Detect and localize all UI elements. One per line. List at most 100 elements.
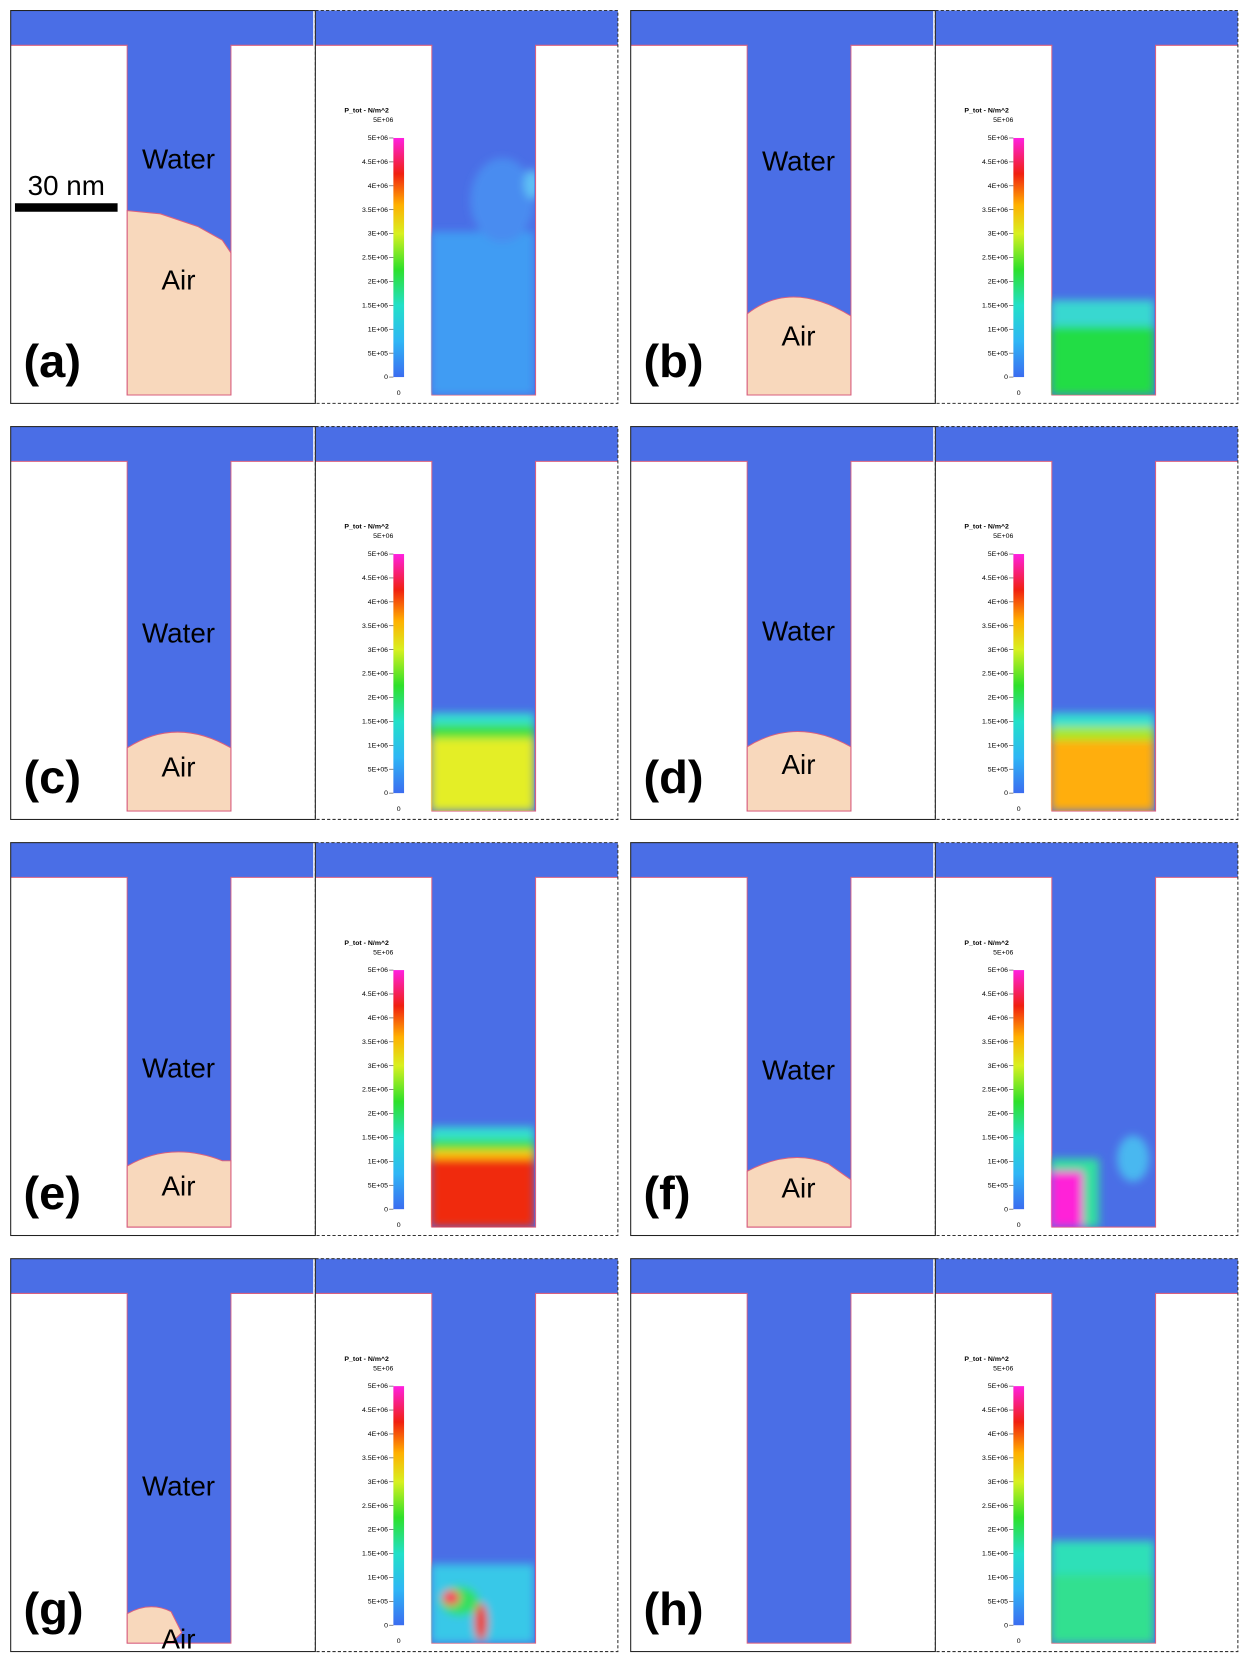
colorbar-max: 5E+06 [993,1365,1013,1372]
air-label: Air [162,1624,196,1655]
water-label: Water [762,1055,835,1086]
colorbar-tick-label: 4.5E+06 [362,991,388,998]
colorbar-tick-label: 2.5E+06 [982,255,1008,262]
colorbar [1013,970,1024,1209]
pressure-region [443,1590,460,1605]
water-top [935,843,1238,878]
colorbar-tick-label: 2E+06 [368,1527,388,1534]
water-label: Water [142,1053,215,1084]
colorbar-tick-label: 5E+05 [988,1598,1008,1605]
air-label: Air [162,265,196,296]
colorbar-tick-label: 0 [384,790,388,797]
colorbar-tick-label: 0 [1004,790,1008,797]
colorbar-max: 5E+06 [993,117,1013,124]
panel-label: (a) [24,335,81,387]
colorbar-tick-label: 1.5E+06 [982,1551,1008,1558]
water-top [631,11,934,46]
colorbar-tick-label: 4.5E+06 [982,1407,1008,1414]
colorbar-tick-label: 2.5E+06 [982,1087,1008,1094]
colorbar [1013,138,1024,377]
air-label: Air [162,751,196,782]
colorbar-tick-label: 1E+06 [988,1159,1008,1166]
colorbar-tick-label: 4E+06 [368,1431,388,1438]
colorbar-tick-label: 0 [1004,1206,1008,1213]
colorbar-tick-label: 1E+06 [368,742,388,749]
colorbar-title: P_tot - N/m^2 [964,1355,1009,1363]
colorbar-tick-label: 2E+06 [368,279,388,286]
pressure-field [431,713,535,811]
panel-label: (e) [24,1167,81,1219]
colorbar-tick-label: 1.5E+06 [362,1135,388,1142]
colorbar-tick-label: 5E+06 [368,135,388,142]
colorbar-tick-label: 5E+05 [988,350,1008,357]
colorbar-max: 5E+06 [373,949,393,956]
colorbar-tick-label: 5E+05 [368,1182,388,1189]
colorbar-tick-label: 4E+06 [988,599,1008,606]
colorbar-tick-label: 1.5E+06 [982,719,1008,726]
pressure-region [431,738,535,811]
pressure-field [431,1564,535,1643]
pressure-region [475,1603,488,1641]
colorbar-tick-label: 4E+06 [988,1015,1008,1022]
pressure-region [524,170,541,199]
pressure-region [1117,1135,1149,1181]
water-top [315,843,618,878]
colorbar-tick-label: 1E+06 [988,742,1008,749]
colorbar-min: 0 [397,1222,401,1229]
pressure-blur [431,713,535,811]
water-top [631,427,934,462]
water-top [11,427,314,462]
colorbar-tick-label: 3.5E+06 [982,623,1008,630]
panel-label: (h) [644,1584,704,1636]
colorbar-tick-label: 2E+06 [988,279,1008,286]
colorbar-min: 0 [1017,1222,1021,1229]
colorbar-tick-label: 1E+06 [368,1159,388,1166]
colorbar-min: 0 [1017,806,1021,813]
pressure-field [1051,1541,1155,1643]
colorbar-title: P_tot - N/m^2 [344,523,389,531]
colorbar-tick-label: 5E+06 [368,551,388,558]
pressure-blur [1051,713,1155,811]
colorbar-tick-label: 5E+06 [988,135,1008,142]
pressure-region [1051,727,1155,743]
colorbar-min: 0 [1017,390,1021,397]
colorbar-tick-label: 3E+06 [368,1479,388,1486]
colorbar-tick-label: 3.5E+06 [362,1455,388,1462]
colorbar-tick-label: 5E+05 [988,766,1008,773]
panel-label: (d) [644,751,704,803]
colorbar-tick-label: 3.5E+06 [982,1455,1008,1462]
colorbar-tick-label: 5E+06 [988,551,1008,558]
colorbar-min: 0 [397,390,401,397]
pressure-region [431,1159,535,1227]
colorbar-tick-label: 2.5E+06 [982,1503,1008,1510]
colorbar-tick-label: 3E+06 [988,647,1008,654]
colorbar-min: 0 [397,1638,401,1645]
water-label: Water [142,144,215,175]
water-label: Water [142,618,215,649]
pressure-blur [1051,300,1155,395]
colorbar-tick-label: 4E+06 [368,1015,388,1022]
colorbar [393,554,404,793]
scale-bar-label: 30 nm [28,170,105,201]
colorbar-max: 5E+06 [373,1365,393,1372]
colorbar-tick-label: 4E+06 [988,183,1008,190]
colorbar-tick-label: 0 [384,374,388,381]
colorbar-max: 5E+06 [993,533,1013,540]
water-top [315,1259,618,1294]
panel: (c)WaterAirP_tot - N/m^25E+065E+064.5E+0… [11,427,618,820]
pressure-region [1051,1171,1083,1227]
panel-label: (f) [644,1167,691,1219]
colorbar-tick-label: 3.5E+06 [982,1039,1008,1046]
colorbar-tick-label: 1E+06 [368,1575,388,1582]
colorbar-tick-label: 5E+05 [368,766,388,773]
colorbar-tick-label: 5E+06 [368,967,388,974]
colorbar-tick-label: 1E+06 [988,326,1008,333]
colorbar-tick-label: 1.5E+06 [362,719,388,726]
water-top [315,427,618,462]
colorbar-tick-label: 5E+06 [988,967,1008,974]
air-label: Air [162,1171,196,1202]
colorbar-tick-label: 1.5E+06 [982,302,1008,309]
colorbar-tick-label: 4E+06 [988,1431,1008,1438]
